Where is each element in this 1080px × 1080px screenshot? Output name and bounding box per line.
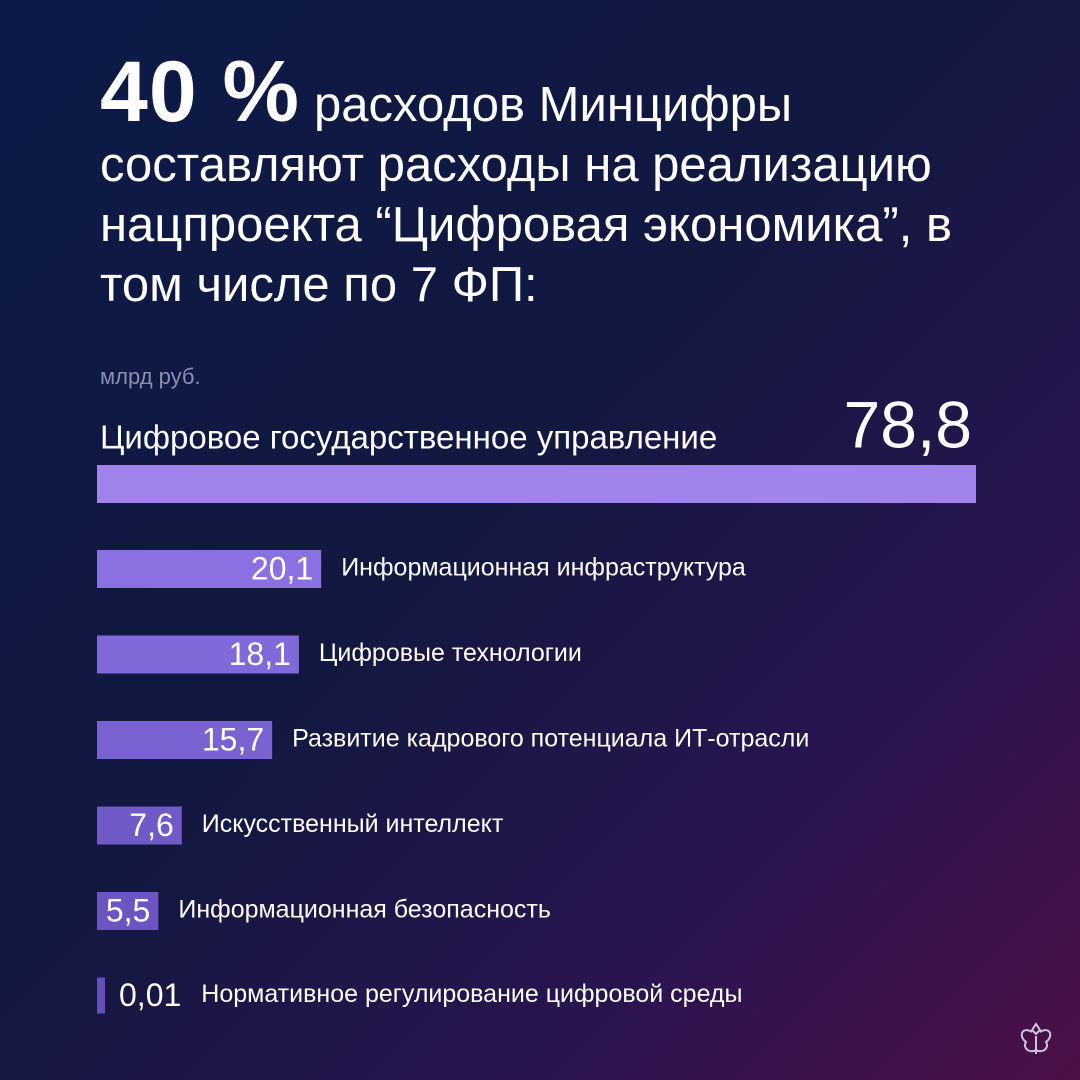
category-label: Информационная инфраструктура bbox=[341, 554, 746, 582]
value-label: 18,1 bbox=[229, 636, 291, 672]
value-label: 20,1 bbox=[251, 550, 313, 586]
category-label: Цифровое государственное управление bbox=[100, 419, 717, 456]
category-label: Искусственный интеллект bbox=[202, 810, 504, 838]
logo bbox=[1020, 1022, 1052, 1054]
value-label: 0,01 bbox=[119, 977, 181, 1013]
bar bbox=[97, 635, 299, 674]
headline-number: 40 % bbox=[100, 44, 301, 140]
category-label: Цифровые технологии bbox=[319, 639, 582, 667]
bar bbox=[97, 550, 322, 588]
headline-text: расходов Минцифры составляют расходы на … bbox=[100, 78, 952, 312]
category-label: Информационная безопасность bbox=[178, 896, 551, 924]
bar bbox=[97, 721, 273, 759]
category-label: Развитие кадрового потенциала ИТ-отрасли bbox=[292, 725, 809, 753]
value-label: 7,6 bbox=[129, 807, 173, 843]
category-label: Нормативное регулирование цифровой среды bbox=[201, 980, 742, 1008]
bar bbox=[97, 892, 159, 930]
bar bbox=[97, 806, 182, 845]
headline: 40 % расходов Минцифры составляют расходы… bbox=[100, 49, 1030, 315]
unit-label: млрд руб. bbox=[100, 364, 201, 389]
bar-stub bbox=[97, 977, 105, 1014]
value-label: 78,8 bbox=[844, 387, 972, 461]
bar bbox=[97, 465, 976, 503]
value-label: 5,5 bbox=[106, 892, 150, 928]
value-label: 15,7 bbox=[202, 721, 264, 757]
